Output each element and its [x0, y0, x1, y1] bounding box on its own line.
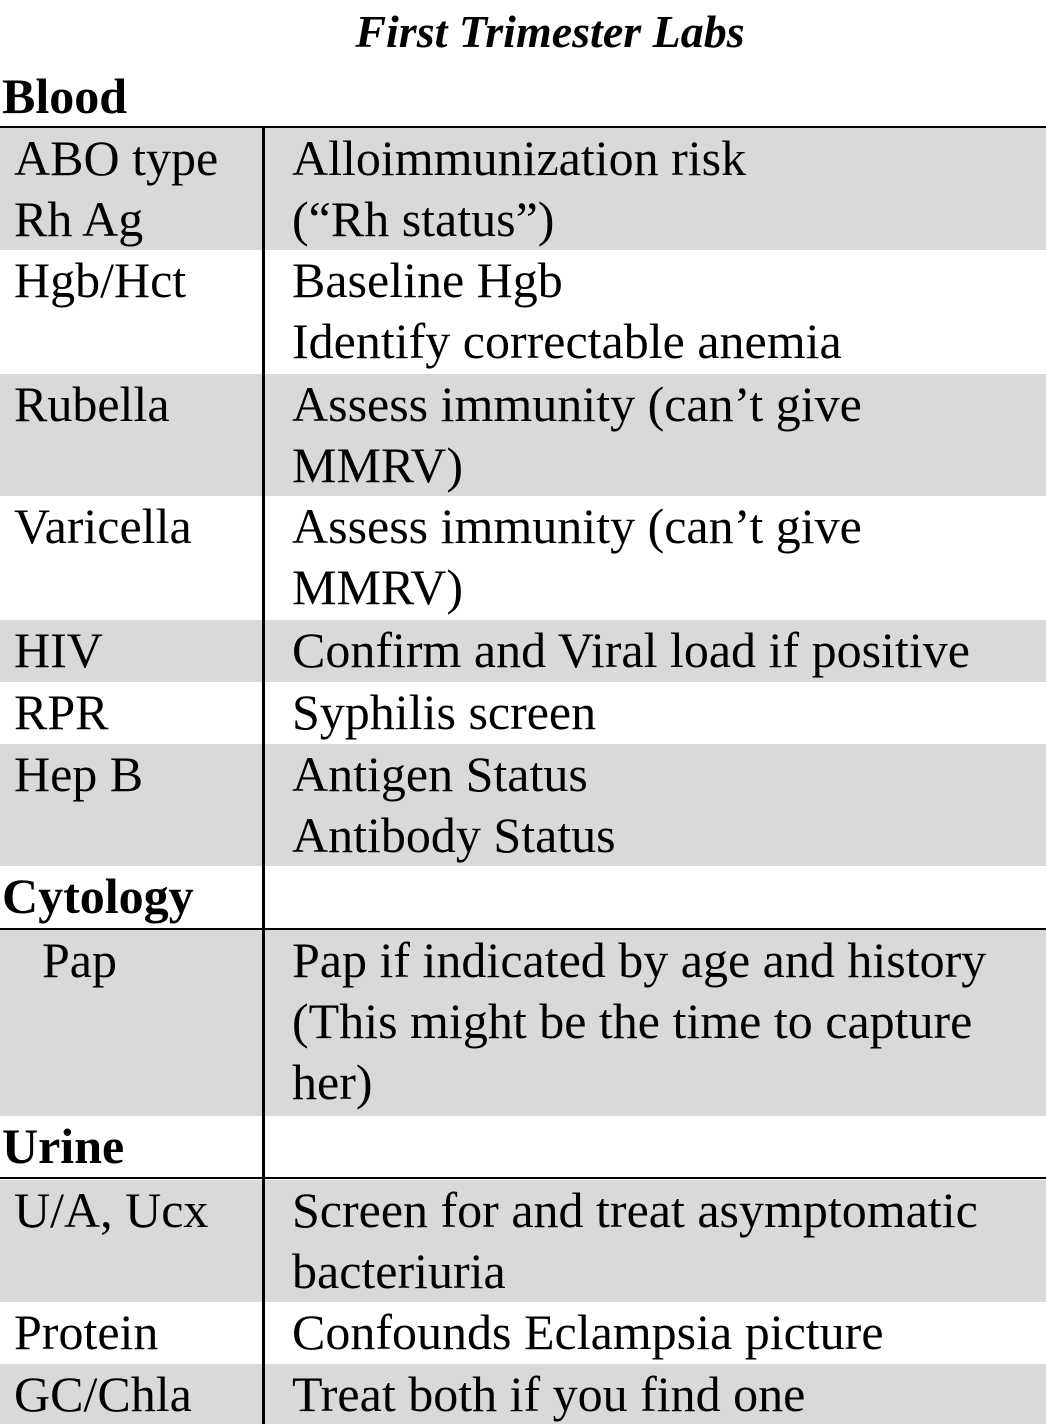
test-cell: Hep B: [14, 746, 144, 802]
test-cell: U/A, Ucx: [14, 1182, 209, 1238]
column-divider: [262, 127, 265, 1424]
test-cell: Varicella: [14, 498, 192, 554]
page-title: First Trimester Labs: [355, 6, 745, 57]
purpose-cell: Syphilis screen: [292, 684, 597, 740]
test-cell: RPR: [14, 684, 109, 740]
table-rule-cytology: [0, 928, 1046, 930]
table-row: Rubella Assess immunity (can’t give MMRV…: [0, 374, 1046, 496]
section-label-blood: Blood: [2, 68, 128, 124]
table-row: Protein Confounds Eclampsia picture: [0, 1302, 1046, 1364]
table-row: ABO type Rh Ag Alloimmunization risk (“R…: [0, 128, 1046, 250]
purpose-cell: Confirm and Viral load if positive: [292, 622, 970, 678]
section-label-cytology: Cytology: [2, 868, 194, 924]
test-cell: GC/Chla: [14, 1366, 192, 1422]
table-row: Hgb/Hct Baseline Hgb Identify correctabl…: [0, 250, 1046, 374]
table-row: Hep B Antigen Status Antibody Status: [0, 744, 1046, 866]
test-cell: Protein: [14, 1304, 159, 1360]
purpose-cell: Baseline Hgb Identify correctable anemia: [292, 252, 842, 369]
table-row: RPR Syphilis screen: [0, 682, 1046, 744]
table-row: U/A, Ucx Screen for and treat asymptomat…: [0, 1180, 1046, 1302]
table-rule-urine: [0, 1177, 1046, 1179]
table-row: Pap Pap if indicated by age and history …: [0, 930, 1046, 1116]
section-header-cytology: Cytology: [0, 866, 1046, 928]
section-label-urine: Urine: [2, 1118, 125, 1174]
purpose-cell: Screen for and treat asymptomatic bacter…: [292, 1182, 978, 1299]
table-row: HIV Confirm and Viral load if positive: [0, 620, 1046, 682]
table-row: Varicella Assess immunity (can’t give MM…: [0, 496, 1046, 620]
purpose-cell: Assess immunity (can’t give MMRV): [292, 498, 862, 615]
purpose-cell: Confounds Eclampsia picture: [292, 1304, 884, 1360]
test-cell: ABO type Rh Ag: [14, 130, 219, 247]
test-cell: Hgb/Hct: [14, 252, 187, 308]
section-header-blood: Blood: [0, 66, 1046, 127]
section-header-urine: Urine: [0, 1116, 1046, 1178]
table-row: GC/Chla Treat both if you find one: [0, 1364, 1046, 1424]
test-cell: HIV: [14, 622, 103, 678]
purpose-cell: Alloimmunization risk (“Rh status”): [292, 130, 747, 247]
test-cell: Rubella: [14, 376, 170, 432]
purpose-cell: Treat both if you find one: [292, 1366, 806, 1422]
table-rule-blood: [0, 126, 1046, 128]
purpose-cell: Pap if indicated by age and history (Thi…: [292, 932, 987, 1110]
test-cell: Pap: [42, 932, 117, 988]
purpose-cell: Antigen Status Antibody Status: [292, 746, 616, 863]
purpose-cell: Assess immunity (can’t give MMRV): [292, 376, 862, 493]
